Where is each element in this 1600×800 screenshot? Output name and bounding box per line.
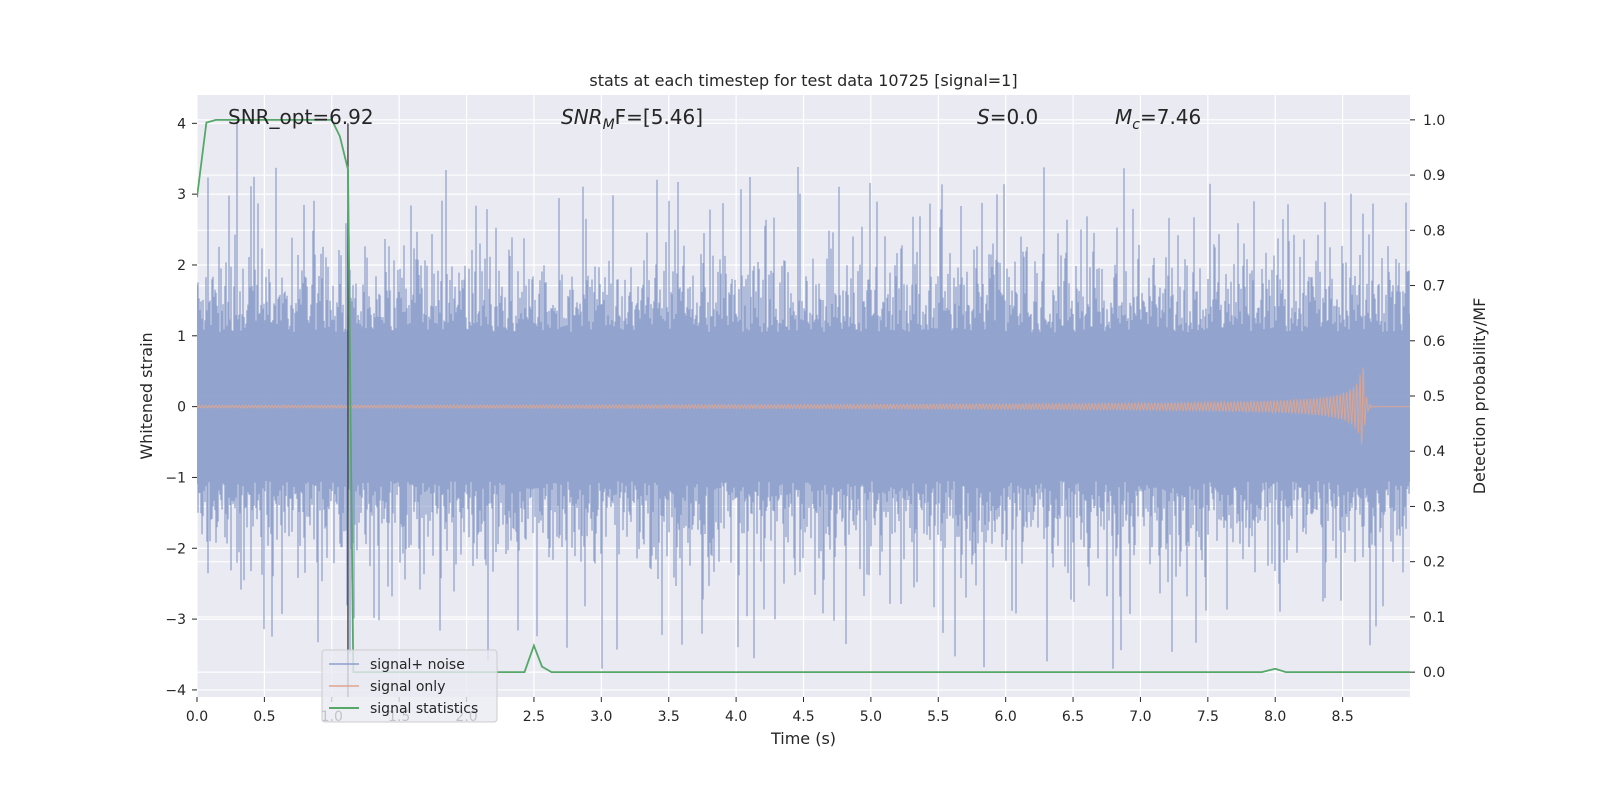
y-right-tick-label: 0.1 (1423, 610, 1445, 626)
y-axis-right-label: Detection probability/MF (1470, 298, 1489, 495)
x-tick-label: 8.5 (1331, 709, 1353, 725)
annotation-snr-mf-base: SNR (561, 105, 603, 129)
x-tick-label: 7.5 (1197, 709, 1219, 725)
annotation-mc-sub: c (1132, 117, 1140, 133)
y-right-tick-label: 0.9 (1423, 168, 1445, 184)
series-signal-statistics (197, 119, 1410, 673)
x-tick-label: 3.5 (658, 709, 680, 725)
y-tick-label: −4 (165, 683, 186, 699)
legend-label-signal-noise: signal+ noise (370, 657, 465, 673)
series-layer (197, 119, 1410, 697)
y-right-tick-label: 0.8 (1423, 223, 1445, 239)
y-right-tick-label: 0.2 (1423, 555, 1445, 571)
chart-title: stats at each timestep for test data 107… (589, 71, 1017, 90)
annotation-snr-mf: SNRMF=[5.46] (561, 105, 703, 133)
legend-box (321, 649, 498, 723)
y-tick-label: 1 (177, 329, 186, 345)
annotation-mc: Mc=7.46 (1115, 105, 1201, 133)
y-tick-label: 4 (177, 116, 186, 132)
x-tick-label: 0.5 (253, 709, 275, 725)
annotation-snr-mf-rest: F=[5.46] (615, 105, 703, 129)
x-tick-label: 4.0 (725, 709, 747, 725)
legend-label-signal-only: signal only (370, 679, 445, 695)
x-tick-label: 6.5 (1062, 709, 1084, 725)
y-right-tick-label: 0.7 (1423, 279, 1445, 295)
y-axis-label: Whitened strain (137, 332, 156, 459)
y-tick-label: 3 (177, 187, 186, 203)
x-tick-label: 7.0 (1129, 709, 1151, 725)
x-tick-label: 3.0 (590, 709, 612, 725)
annotation-s-rest: =0.0 (990, 105, 1039, 129)
y-right-tick-label: 0.3 (1423, 499, 1445, 515)
x-tick-label: 6.0 (995, 709, 1017, 725)
annotation-mc-base: M (1115, 105, 1132, 129)
y-right-tick-label: 0.0 (1423, 665, 1445, 681)
legend: signal+ noise signal only signal statist… (321, 649, 498, 723)
y-right-tick-label: 0.6 (1423, 334, 1445, 350)
x-tick-label: 8.0 (1264, 709, 1286, 725)
x-axis-label: Time (s) (770, 729, 836, 748)
y-tick-label: 0 (177, 400, 186, 416)
x-tick-label: 4.5 (792, 709, 814, 725)
annotation-s-var: S (977, 105, 990, 129)
annotation-snr-mf-sub: M (603, 117, 615, 133)
y-right-tick-label: 1.0 (1423, 113, 1445, 129)
x-tick-label: 2.5 (523, 709, 545, 725)
y-tick-label: −1 (165, 470, 186, 486)
x-tick-label: 0.0 (186, 709, 208, 725)
annotation-mc-rest: =7.46 (1140, 105, 1201, 129)
y-right-tick-label: 0.4 (1423, 444, 1445, 460)
y-right-tick-label: 0.5 (1423, 389, 1445, 405)
series-signal-only (197, 367, 1410, 445)
x-tick-label: 5.5 (927, 709, 949, 725)
legend-label-signal-statistics: signal statistics (370, 701, 478, 717)
y-tick-label: −3 (165, 612, 186, 628)
y-tick-label: 2 (177, 258, 186, 274)
y-tick-label: −2 (165, 541, 186, 557)
annotation-snr-opt: SNR_opt=6.92 (228, 105, 374, 129)
plot-content (197, 119, 1410, 697)
annotation-s: S=0.0 (977, 105, 1038, 129)
x-tick-label: 5.0 (860, 709, 882, 725)
